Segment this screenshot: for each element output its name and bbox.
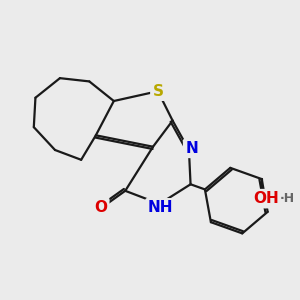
- Text: ·H: ·H: [280, 192, 295, 205]
- Text: NH: NH: [147, 200, 173, 215]
- Text: S: S: [152, 84, 164, 99]
- Text: OH: OH: [254, 191, 279, 206]
- Text: O: O: [94, 200, 107, 215]
- Text: N: N: [185, 141, 198, 156]
